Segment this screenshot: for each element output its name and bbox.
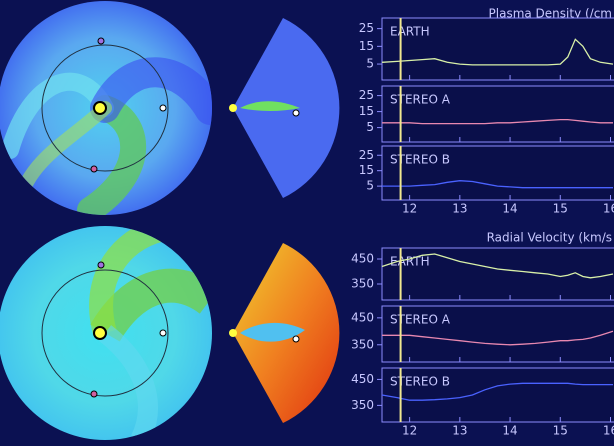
velocity-map	[0, 226, 340, 440]
x-tick-label: 13	[452, 202, 467, 216]
x-tick-label: 13	[452, 424, 467, 438]
series-label: STEREO A	[390, 93, 451, 107]
chart-title: Plasma Density (/cm	[489, 7, 612, 21]
y-tick-label: 15	[359, 163, 374, 177]
y-tick-label: 25	[359, 21, 374, 35]
x-tick-label: 15	[553, 424, 568, 438]
series-line	[381, 253, 614, 279]
x-tick-label: 15	[553, 202, 568, 216]
panel	[381, 85, 614, 143]
series-line	[381, 382, 613, 401]
panel	[381, 367, 614, 423]
x-tick-label: 16	[603, 424, 614, 438]
series-label: STEREO B	[390, 375, 450, 389]
y-tick-label: 25	[359, 88, 374, 102]
y-tick-label: 25	[359, 148, 374, 162]
y-tick-label: 350	[351, 337, 374, 351]
panel	[381, 247, 614, 301]
y-tick-label: 350	[351, 398, 374, 412]
series-line	[382, 180, 613, 189]
y-tick-label: 5	[366, 120, 374, 134]
series-line	[381, 38, 614, 66]
y-tick-label: 5	[366, 179, 374, 193]
series-label: STEREO B	[390, 153, 450, 167]
series-line	[382, 330, 614, 346]
y-tick-label: 15	[359, 39, 374, 53]
y-tick-label: 450	[351, 252, 374, 266]
x-tick-label: 16	[603, 202, 614, 216]
y-tick-label: 350	[351, 277, 374, 291]
x-tick-label: 12	[402, 424, 417, 438]
panel	[381, 145, 614, 201]
y-tick-label: 5	[366, 57, 374, 71]
series-line	[382, 118, 613, 125]
y-tick-label: 450	[351, 372, 374, 386]
series-label: EARTH	[390, 25, 430, 39]
x-tick-label: 14	[502, 424, 517, 438]
y-tick-label: 15	[359, 104, 374, 118]
x-tick-label: 12	[402, 202, 417, 216]
chart-title: Radial Velocity (km/s	[487, 231, 612, 245]
series-label: STEREO A	[390, 313, 451, 327]
density-map	[0, 1, 340, 215]
x-tick-label: 14	[502, 202, 517, 216]
y-tick-label: 450	[351, 310, 374, 324]
panel	[381, 17, 614, 81]
panel	[381, 305, 614, 363]
